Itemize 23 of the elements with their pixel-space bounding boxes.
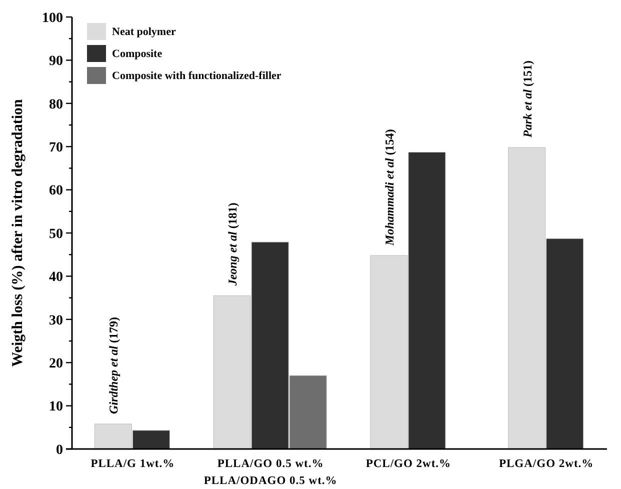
x-tick-label: PLGA/GO 2wt.% [498,458,594,470]
x-tick-label: PCL/GO 2wt.% [366,458,452,470]
y-tick-label: 10 [49,400,63,415]
annotation: Girdthep et al (179) [106,316,121,414]
y-tick-label: 40 [49,270,63,286]
y-tick-label: 20 [49,356,63,372]
y-tick-label: 70 [49,140,63,156]
y-tick-label: 90 [49,54,63,70]
x-tick-label: PLLA/G 1wt.% [90,458,175,470]
y-tick-label: 30 [49,313,63,328]
y-tick-label: 80 [49,97,63,112]
y-tick-label: 0 [56,442,63,458]
y-tick-label: 60 [49,184,63,199]
y-tick-label: 100 [42,10,63,26]
y-axis-title: Weigth loss (%) after in vitro degradation [10,98,26,367]
y-tick-label: 50 [49,226,63,242]
annotation: Mohammadi et al (154) [382,129,396,246]
legend-label: Neat polymer [112,26,176,38]
x-tick-label: PLLA/GO 0.5 wt.% PLLA/ODAGO 0.5 wt.% [204,458,338,487]
annotation: Park et al (151) [520,60,534,138]
legend-label: Composite with functionalized-filler [112,70,282,82]
legend-label: Composite [112,48,162,60]
annotation: Jeong et al (181) [226,202,240,287]
